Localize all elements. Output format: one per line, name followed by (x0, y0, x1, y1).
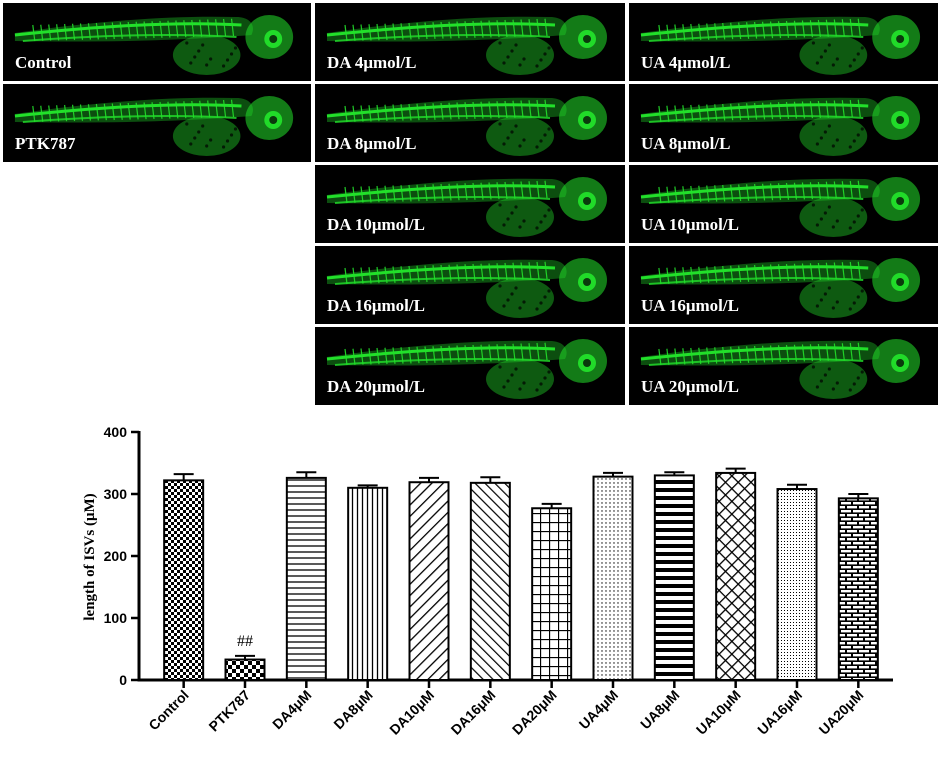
x-tick-label: UA16μM (754, 687, 805, 738)
bar-7 (592, 475, 634, 681)
panel-control: Control (3, 3, 311, 81)
panel-da16: DA 16μmol/L (315, 246, 625, 324)
zebrafish-image (640, 96, 921, 156)
panel-ptk787: PTK787 (3, 84, 311, 162)
zebrafish-image (14, 15, 294, 75)
panel-label: UA 16μmol/L (641, 296, 739, 315)
y-tick-label: 400 (104, 424, 128, 440)
bar-10 (776, 488, 818, 682)
zebrafish-image (640, 177, 921, 237)
bar-1 (224, 658, 266, 681)
bar-6 (531, 507, 573, 682)
zebrafish-image (326, 96, 607, 156)
x-tick-label: DA20μM (509, 687, 560, 738)
x-tick-label: UA10μM (693, 687, 744, 738)
panel-label: DA 10μmol/L (327, 215, 425, 234)
x-tick-label: DA16μM (448, 687, 499, 738)
zebrafish-image (640, 258, 921, 318)
x-tick-label: UA8μM (637, 687, 682, 732)
x-tick-label: DA10μM (386, 687, 437, 738)
zebrafish-image (326, 339, 607, 399)
x-tick-label: DA8μM (330, 687, 375, 732)
zebrafish-image (640, 15, 921, 75)
panel-label: PTK787 (15, 134, 76, 153)
bar-0 (163, 479, 205, 681)
y-tick-label: 200 (104, 548, 128, 564)
bar-11 (837, 497, 879, 681)
panel-da4: DA 4μmol/L (315, 3, 625, 81)
zebrafish-image (14, 96, 294, 156)
y-axis-label: length of ISVs (μM) (82, 493, 98, 620)
panel-label: Control (15, 53, 72, 72)
panel-label: DA 16μmol/L (327, 296, 425, 315)
panel-label: DA 4μmol/L (327, 53, 417, 72)
isv-length-bar-chart: 0 100 200 300 400 Control PTK787 DA4μM DA8μM DA10… (82, 424, 893, 738)
y-tick-label: 0 (119, 672, 127, 688)
bar-5 (469, 481, 511, 681)
zebrafish-image (326, 15, 607, 75)
x-tick-label: UA20μM (816, 687, 867, 738)
panel-ua10: UA 10μmol/L (629, 165, 938, 243)
bar-9 (715, 471, 757, 681)
bar-8 (653, 474, 695, 682)
bar-4 (408, 481, 450, 681)
panel-label: UA 4μmol/L (641, 53, 731, 72)
bar-2 (285, 476, 327, 681)
x-tick-label: DA4μM (269, 687, 314, 732)
y-tick-label: 100 (104, 610, 128, 626)
panel-ua20: UA 20μmol/L (629, 327, 938, 405)
x-tick-label: UA4μM (576, 687, 621, 732)
zebrafish-image (640, 339, 921, 399)
panel-label: UA 8μmol/L (641, 134, 731, 153)
panel-ua16: UA 16μmol/L (629, 246, 938, 324)
panel-label: UA 20μmol/L (641, 377, 739, 396)
y-tick-label: 300 (104, 486, 128, 502)
panel-da20: DA 20μmol/L (315, 327, 625, 405)
x-tick-label: PTK787 (205, 687, 253, 735)
plot-area: 0 100 200 300 400 Control PTK787 DA4μM DA8μM DA10… (104, 424, 893, 738)
significance-annotation: ## (237, 633, 253, 650)
panel-ua8: UA 8μmol/L (629, 84, 938, 162)
bar-3 (347, 486, 389, 681)
panel-da10: DA 10μmol/L (315, 165, 625, 243)
panel-ua4: UA 4μmol/L (629, 3, 938, 81)
panel-label: DA 8μmol/L (327, 134, 417, 153)
zebrafish-image (326, 258, 607, 318)
panel-label: DA 20μmol/L (327, 377, 425, 396)
zebrafish-image (326, 177, 607, 237)
panel-label: UA 10μmol/L (641, 215, 739, 234)
panel-da8: DA 8μmol/L (315, 84, 625, 162)
x-tick-label: Control (145, 687, 192, 734)
